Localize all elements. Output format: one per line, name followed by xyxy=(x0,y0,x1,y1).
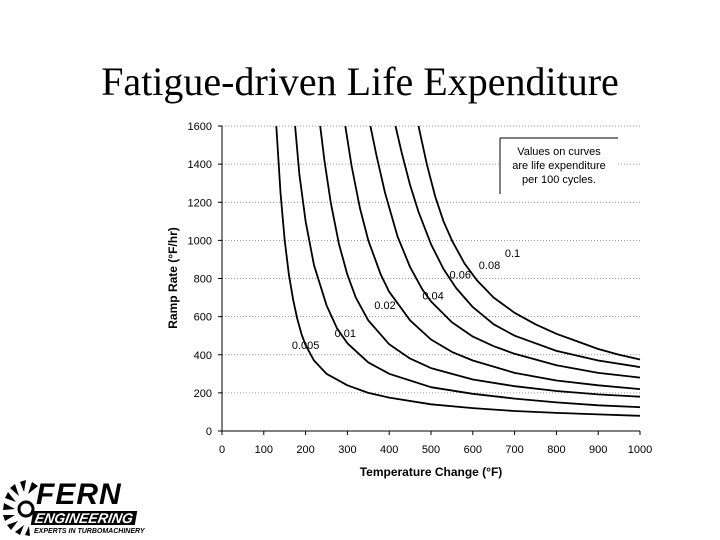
series-line-0.02 xyxy=(319,125,641,398)
series-line-0.1 xyxy=(417,125,641,361)
y-tick-label-0: 0 xyxy=(206,426,212,438)
logo-tagline: EXPERTS IN TURBOMACHINERY xyxy=(34,528,145,535)
y-tick-label-600: 600 xyxy=(194,312,212,324)
slide-title: Fatigue-driven Life Expenditure xyxy=(101,59,619,104)
logo-fern-text: FERN xyxy=(36,478,122,511)
curve-label-0.005: 0.005 xyxy=(292,340,320,352)
annotation-line-2: are life expenditure xyxy=(512,160,606,172)
y-tick-label-1600: 1600 xyxy=(188,121,212,133)
x-tick-label-600: 600 xyxy=(464,444,482,456)
turbine-blade-icon xyxy=(3,480,38,536)
x-tick-label-200: 200 xyxy=(296,444,314,456)
series-line-0.08 xyxy=(394,125,641,368)
logo-engineering-text: ENGINEERING xyxy=(30,510,138,526)
curve-label-0.08: 0.08 xyxy=(479,260,500,272)
y-tick-label-1000: 1000 xyxy=(188,235,212,247)
series-line-0.06 xyxy=(369,125,641,379)
y-tick-label-800: 800 xyxy=(194,274,212,286)
curve-label-0.1: 0.1 xyxy=(505,248,520,260)
annotation-box: Values on curves are life expenditure per … xyxy=(499,137,618,194)
curve-label-0.02: 0.02 xyxy=(374,300,395,312)
annotation-line-1: Values on curves xyxy=(517,146,601,158)
series-line-0.005 xyxy=(275,125,641,417)
x-tick-label-0: 0 xyxy=(219,444,225,456)
curve-labels: 0.005 0.01 0.02 0.04 0.06 0.08 0.1 xyxy=(292,248,520,352)
x-tick-label-800: 800 xyxy=(547,444,565,456)
x-axis-title: Temperature Change (°F) xyxy=(360,465,503,479)
y-tick-label-200: 200 xyxy=(194,388,212,400)
y-tick-label-1400: 1400 xyxy=(188,159,212,171)
series-line-0.04 xyxy=(344,125,641,390)
x-tick-label-500: 500 xyxy=(422,444,440,456)
annotation-background xyxy=(500,138,618,194)
y-tick-label-400: 400 xyxy=(194,350,212,362)
curve-label-0.01: 0.01 xyxy=(335,328,356,340)
y-tick-label-1200: 1200 xyxy=(188,197,212,209)
series-line-0.01 xyxy=(294,125,641,409)
x-tick-label-400: 400 xyxy=(380,444,398,456)
y-axis-title: Ramp Rate (°F/hr) xyxy=(166,227,180,328)
curve-label-0.06: 0.06 xyxy=(450,270,471,282)
series-lines xyxy=(275,125,641,417)
annotation-line-3: per 100 cycles. xyxy=(522,174,596,186)
fern-engineering-logo: FERN ENGINEERING EXPERTS IN TURBOMACHINE… xyxy=(2,476,162,538)
x-tick-label-100: 100 xyxy=(255,444,273,456)
curve-label-0.04: 0.04 xyxy=(422,291,443,303)
tick-labels: 0 200 400 600 800 1000 1200 1400 1600 0 100 200 300 4… xyxy=(188,121,653,456)
x-tick-label-1000: 1000 xyxy=(628,444,652,456)
x-tick-label-900: 900 xyxy=(589,444,607,456)
x-tick-label-300: 300 xyxy=(338,444,356,456)
x-tick-label-700: 700 xyxy=(505,444,523,456)
